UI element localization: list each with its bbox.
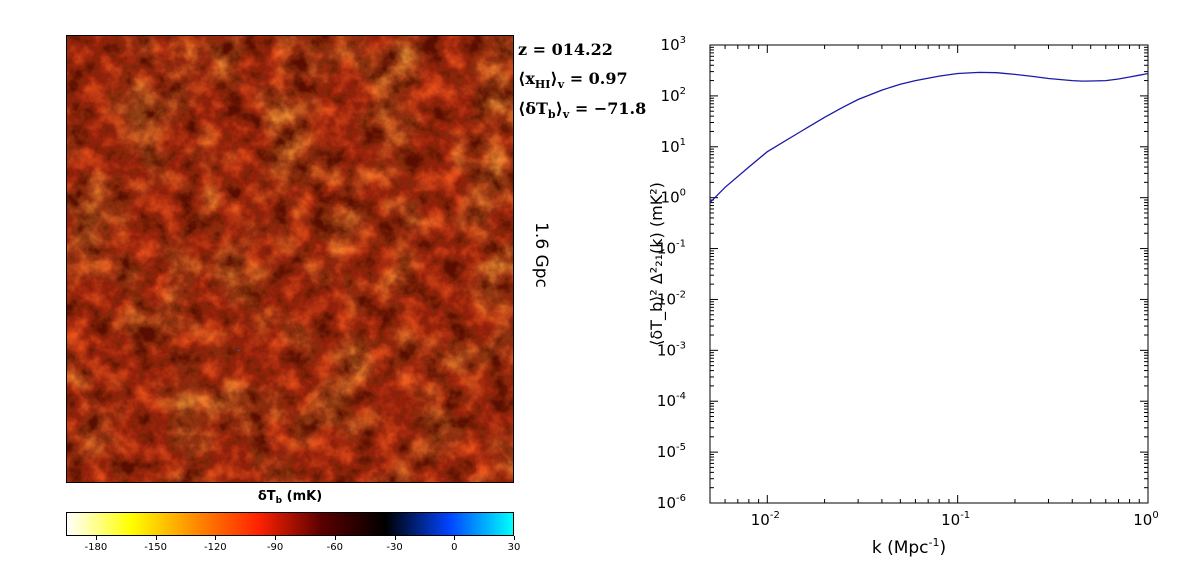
box-size-label: 1.6 Gpc [530,222,551,288]
x-axis-label: k (Mpc-1) [872,536,946,558]
colorbar-tick [155,536,157,540]
y-tick-label: 101 [661,137,686,156]
colorbar [66,512,514,536]
colorbar-tick [454,536,456,540]
brightness-temperature-map [66,35,514,483]
colorbar-tick-label: -120 [203,542,227,553]
y-tick-label: 10-1 [657,239,686,258]
colorbar-tick [334,536,336,540]
colorbar-tick [514,536,515,540]
y-tick-label: 10-2 [657,289,686,308]
colorbar-tick [275,536,277,540]
colorbar-tick-label: 0 [451,542,458,553]
colorbar-tick-label: -180 [84,542,108,553]
colorbar-tick-label: -30 [386,542,403,553]
colorbar-tick-label: -150 [144,542,167,553]
colorbar-tick [394,536,396,540]
mean-brightness-label: ⟨δTb⟩v = −71.8 [518,99,647,121]
colorbar-ticks: -180 -150 -120 -90 -60 -30 0 30 [66,536,520,556]
plot-frame [709,44,1149,504]
x-tick-label: 10-1 [941,510,970,529]
redshift-label: z = 014.22 [518,40,613,59]
colorbar-tick-label: -90 [266,542,284,553]
colorbar-tick-label: -60 [326,542,343,553]
y-tick-label: 10-4 [657,391,686,410]
y-tick-label: 10-3 [657,340,686,359]
y-tick-label: 103 [661,35,686,54]
map-image [67,36,513,482]
y-tick-label: 102 [661,86,686,105]
neutral-fraction-label: ⟨xHI⟩v = 0.97 [518,69,628,91]
colorbar-tick [95,536,97,540]
y-tick-label: 10-6 [657,493,686,512]
colorbar-tick [215,536,217,540]
x-tick-label: 100 [1133,510,1158,529]
x-tick-label: 10-2 [751,510,780,529]
power-spectrum-chart: 10-2 10-1 100 10-6 10-5 10-4 10-3 10-2 10-1 100 10… [647,35,1159,558]
colorbar-tick-label: 30 [507,542,521,553]
power-spectrum-line [709,71,1149,204]
colorbar-title: δTb (mK) [257,489,323,506]
y-tick-label: 10-5 [657,442,686,461]
y-axis-label: ⟨δT_b⟩² Δ²₂₁(k) (mK²) [647,182,667,346]
y-tick-label: 100 [661,188,686,207]
